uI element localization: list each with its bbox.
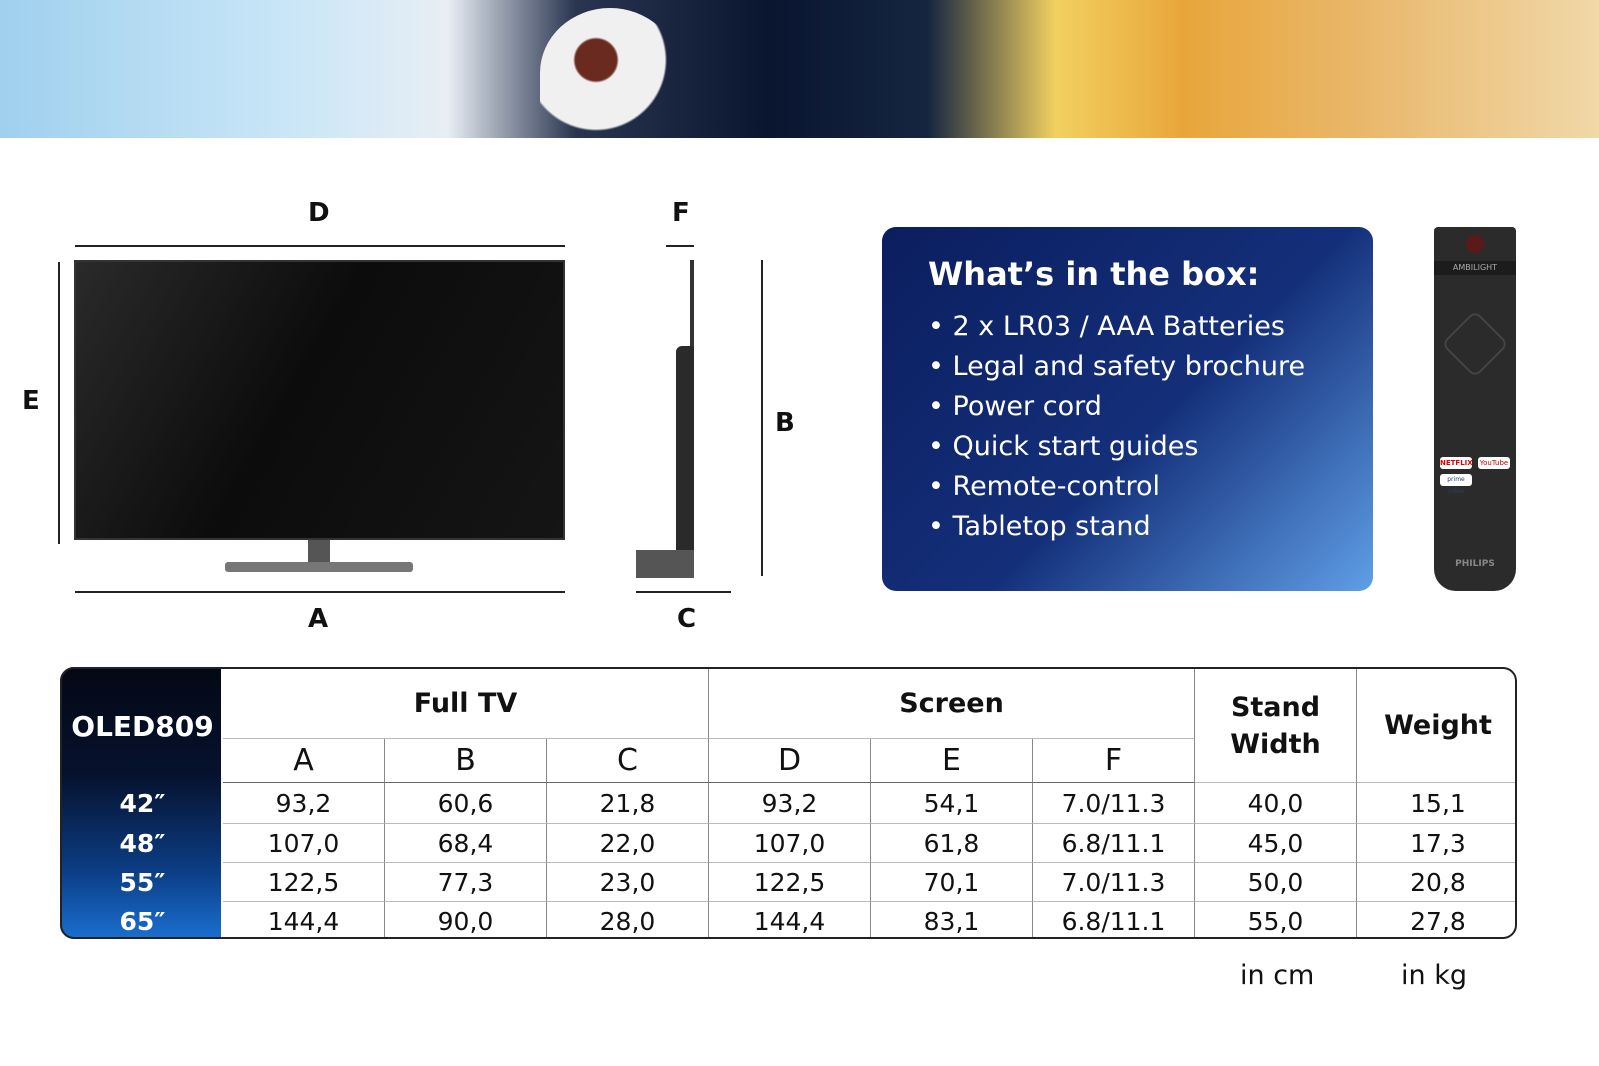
dimension-line-d <box>75 245 565 247</box>
tv-front-image <box>74 260 565 540</box>
philips-logo: PHILIPS <box>1455 559 1495 569</box>
table-cell: 90,0 <box>385 902 547 937</box>
remote-control-image: AMBILIGHT NETFLIX YouTube prime video PH… <box>1434 227 1516 591</box>
box-item: Quick start guides <box>928 427 1327 467</box>
box-title: What’s in the box: <box>928 255 1260 293</box>
label-d: D <box>308 198 330 228</box>
dimension-line-b <box>761 260 763 576</box>
table-cell: 7.0/11.3 <box>1033 783 1195 824</box>
astronaut-image <box>540 8 680 138</box>
table-cell: 60,6 <box>385 783 547 824</box>
subheader-e: E <box>871 739 1033 783</box>
table-cell: 122,5 <box>223 863 385 902</box>
table-cell: 54,1 <box>871 783 1033 824</box>
subheader-f: F <box>1033 739 1195 783</box>
prime-video-logo: prime video <box>1440 474 1472 495</box>
ambilight-label: AMBILIGHT <box>1434 261 1516 275</box>
box-item: Remote-control <box>928 467 1327 507</box>
label-a: A <box>308 604 329 634</box>
dpad-icon <box>1441 310 1509 378</box>
table-cell: 45,0 <box>1195 824 1357 863</box>
dimension-line-c <box>636 591 731 593</box>
table-cell: 68,4 <box>385 824 547 863</box>
subheader-b: B <box>385 739 547 783</box>
label-b: B <box>775 408 795 438</box>
box-items-list: 2 x LR03 / AAA Batteries Legal and safet… <box>928 307 1327 547</box>
unit-cm: in cm <box>1240 960 1315 991</box>
box-item: Legal and safety brochure <box>928 347 1327 387</box>
box-item: Tabletop stand <box>928 507 1327 547</box>
dimension-line-e <box>58 262 60 544</box>
table-cell: 23,0 <box>547 863 709 902</box>
power-icon <box>1466 235 1484 253</box>
table-cell: 6.8/11.1 <box>1033 824 1195 863</box>
table-cell: 6.8/11.1 <box>1033 902 1195 937</box>
subheader-a: A <box>223 739 385 783</box>
box-item: 2 x LR03 / AAA Batteries <box>928 307 1327 347</box>
hero-banner-image <box>0 0 1599 138</box>
table-cell: 144,4 <box>709 902 871 937</box>
row-size: 42″ <box>119 789 166 818</box>
row-size: 48″ <box>119 829 166 858</box>
tv-side-stand <box>636 550 694 578</box>
table-cell: 93,2 <box>223 783 385 824</box>
table-cell: 122,5 <box>709 863 871 902</box>
subheader-d: D <box>709 739 871 783</box>
table-cell: 40,0 <box>1195 783 1357 824</box>
header-stand-width: Stand Width <box>1195 669 1357 783</box>
box-item: Power cord <box>928 387 1327 427</box>
table-cell: 20,8 <box>1357 863 1515 902</box>
table-cell: 15,1 <box>1357 783 1515 824</box>
header-screen: Screen <box>709 669 1195 739</box>
table-cell: 61,8 <box>871 824 1033 863</box>
row-size: 55″ <box>119 868 166 897</box>
label-f: F <box>672 198 690 228</box>
table-cell: 107,0 <box>709 824 871 863</box>
table-cell: 17,3 <box>1357 824 1515 863</box>
table-cell: 144,4 <box>223 902 385 937</box>
table-cell: 27,8 <box>1410 907 1466 936</box>
table-cell: 70,1 <box>871 863 1033 902</box>
header-full-tv: Full TV <box>223 669 709 739</box>
youtube-logo: YouTube <box>1478 457 1510 469</box>
table-cell: 50,0 <box>1195 863 1357 902</box>
table-cell: 28,0 <box>547 902 709 937</box>
table-cell: 93,2 <box>709 783 871 824</box>
table-cell: 55,0 <box>1195 902 1357 937</box>
unit-kg: in kg <box>1401 960 1467 991</box>
subheader-c: C <box>547 739 709 783</box>
table-cell: 22,0 <box>547 824 709 863</box>
table-cell: 77,3 <box>385 863 547 902</box>
dimensions-table: OLED809 Full TV Screen Stand Width Weigh… <box>60 667 1517 939</box>
header-weight: Weight <box>1357 669 1515 783</box>
table-cell: 21,8 <box>547 783 709 824</box>
model-column-background <box>60 667 221 939</box>
table-cell: 7.0/11.3 <box>1033 863 1195 902</box>
tv-side-image <box>676 346 694 552</box>
netflix-logo: NETFLIX <box>1440 457 1473 469</box>
label-c: C <box>677 604 697 634</box>
whats-in-the-box-panel: What’s in the box: 2 x LR03 / AAA Batter… <box>882 227 1373 591</box>
tv-stand-base <box>225 562 413 572</box>
label-e: E <box>22 386 40 416</box>
model-name: OLED809 <box>71 709 214 743</box>
row-size: 65″ <box>119 907 166 936</box>
dimension-line-a <box>75 591 565 593</box>
table-cell: 83,1 <box>871 902 1033 937</box>
dimension-line-f <box>666 245 694 247</box>
table-cell: 107,0 <box>223 824 385 863</box>
tv-stand-neck <box>308 540 330 564</box>
